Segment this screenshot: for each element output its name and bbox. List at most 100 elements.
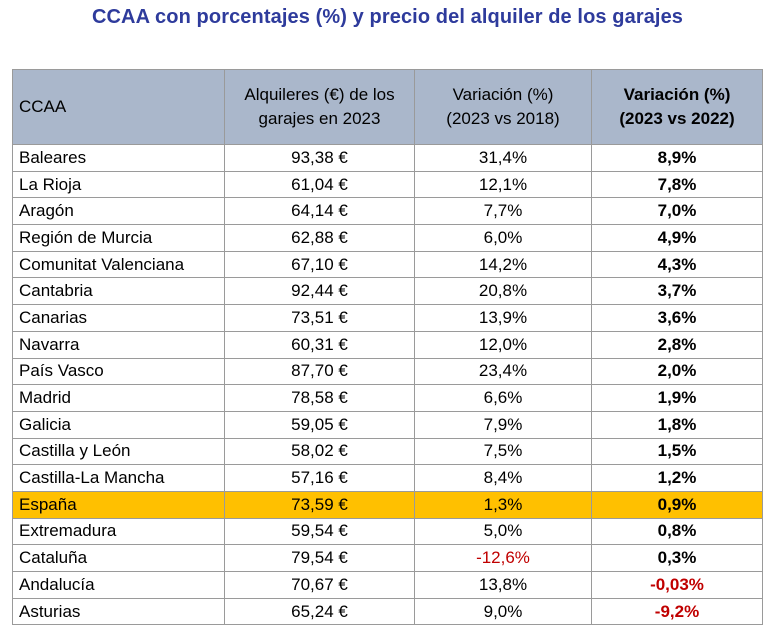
table-row: Madrid 78,58 €6,6% 1,9%	[12, 384, 763, 412]
table-row: Baleares 93,38 €31,4% 8,9%	[12, 144, 763, 172]
table-row: Castilla-La Mancha 57,16 €8,4% 1,2%	[12, 464, 763, 492]
cell-alquiler: 73,59 €	[224, 490, 415, 519]
cell-variacion-2018: 7,9%	[414, 410, 592, 439]
cell-ccaa: Cataluña	[12, 544, 225, 572]
cell-variacion-2022: -9,2%	[591, 597, 763, 626]
cell-alquiler: 79,54 €	[224, 544, 415, 572]
cell-ccaa: Baleares	[12, 144, 225, 172]
cell-variacion-2018: 14,2%	[414, 250, 592, 279]
cell-variacion-2022: 2,0%	[591, 357, 763, 386]
cell-variacion-2018: 1,3%	[414, 490, 592, 519]
cell-variacion-2022: 0,3%	[591, 544, 763, 572]
table-row: Canarias 73,51 €13,9% 3,6%	[12, 304, 763, 332]
cell-variacion-2022: 3,6%	[591, 304, 763, 332]
cell-variacion-2022: 7,0%	[591, 197, 763, 226]
cell-variacion-2018: 13,8%	[414, 571, 592, 599]
cell-alquiler: 93,38 €	[224, 144, 415, 172]
table-row: Cantabria 92,44 €20,8% 3,7%	[12, 277, 763, 306]
table-row: Región de Murcia 62,88 €6,0% 4,9%	[12, 224, 763, 252]
cell-ccaa: Región de Murcia	[12, 224, 225, 252]
cell-ccaa: Comunitat Valenciana	[12, 250, 225, 279]
cell-alquiler: 67,10 €	[224, 250, 415, 279]
cell-variacion-2018: 8,4%	[414, 464, 592, 492]
table-row: Comunitat Valenciana 67,10 €14,2% 4,3%	[12, 250, 763, 279]
cell-ccaa: La Rioja	[12, 170, 225, 199]
header-alquileres-line-2: garajes en 2023	[258, 109, 381, 128]
cell-variacion-2022: 2,8%	[591, 330, 763, 359]
header-variacion-2018: Variación (%) (2023 vs 2018)	[414, 69, 592, 145]
cell-variacion-2022: 8,9%	[591, 144, 763, 172]
header-alquileres: Alquileres (€) de los garajes en 2023	[224, 69, 415, 145]
cell-variacion-2022: 1,5%	[591, 437, 763, 466]
cell-variacion-2018: 12,0%	[414, 330, 592, 359]
table-row: Aragón 64,14 €7,7% 7,0%	[12, 197, 763, 226]
table-header-row: CCAA Alquileres (€) de los garajes en 20…	[12, 69, 763, 145]
header-variacion-2022: Variación (%) (2023 vs 2022)	[591, 69, 763, 145]
cell-ccaa: Castilla y León	[12, 437, 225, 466]
cell-alquiler: 64,14 €	[224, 197, 415, 226]
cell-alquiler: 78,58 €	[224, 384, 415, 412]
header-variacion-2022-line-2: (2023 vs 2022)	[619, 109, 735, 128]
cell-alquiler: 58,02 €	[224, 437, 415, 466]
table-row: Galicia 59,05 €7,9% 1,8%	[12, 410, 763, 439]
table-row: La Rioja 61,04 €12,1% 7,8%	[12, 170, 763, 199]
cell-variacion-2018: 31,4%	[414, 144, 592, 172]
cell-ccaa: Andalucía	[12, 571, 225, 599]
cell-variacion-2018: -12,6%	[414, 544, 592, 572]
cell-alquiler: 87,70 €	[224, 357, 415, 386]
cell-variacion-2018: 7,5%	[414, 437, 592, 466]
cell-alquiler: 62,88 €	[224, 224, 415, 252]
cell-ccaa: Cantabria	[12, 277, 225, 306]
table-row: España 73,59 €1,3% 0,9%	[12, 490, 763, 519]
cell-alquiler: 65,24 €	[224, 597, 415, 626]
cell-variacion-2022: 3,7%	[591, 277, 763, 306]
table-row: País Vasco 87,70 €23,4% 2,0%	[12, 357, 763, 386]
cell-variacion-2022: 1,9%	[591, 384, 763, 412]
cell-alquiler: 73,51 €	[224, 304, 415, 332]
cell-ccaa: País Vasco	[12, 357, 225, 386]
cell-variacion-2022: 4,3%	[591, 250, 763, 279]
page-title: CCAA con porcentajes (%) y precio del al…	[91, 6, 684, 28]
cell-ccaa: Madrid	[12, 384, 225, 412]
cell-variacion-2018: 23,4%	[414, 357, 592, 386]
cell-alquiler: 70,67 €	[224, 571, 415, 599]
cell-alquiler: 61,04 €	[224, 170, 415, 199]
cell-ccaa: Asturias	[12, 597, 225, 626]
cell-variacion-2022: 1,8%	[591, 410, 763, 439]
cell-ccaa: Galicia	[12, 410, 225, 439]
cell-variacion-2018: 5,0%	[414, 517, 592, 546]
cell-ccaa: Canarias	[12, 304, 225, 332]
cell-alquiler: 59,54 €	[224, 517, 415, 546]
cell-variacion-2018: 20,8%	[414, 277, 592, 306]
cell-alquiler: 60,31 €	[224, 330, 415, 359]
cell-variacion-2018: 9,0%	[414, 597, 592, 626]
cell-alquiler: 92,44 €	[224, 277, 415, 306]
cell-ccaa: Navarra	[12, 330, 225, 359]
cell-variacion-2022: 1,2%	[591, 464, 763, 492]
cell-ccaa: Aragón	[12, 197, 225, 226]
table-row: Cataluña 79,54 € -12,6% 0,3%	[12, 544, 763, 572]
cell-variacion-2022: 0,9%	[591, 490, 763, 519]
cell-ccaa: España	[12, 490, 225, 519]
table-body: Baleares 93,38 €31,4% 8,9% La Rioja 61,04 €1…	[12, 144, 763, 626]
table-row: Castilla y León 58,02 €7,5% 1,5%	[12, 437, 763, 466]
table-row: Navarra 60,31 €12,0% 2,8%	[12, 330, 763, 359]
header-variacion-2022-line-1: Variación (%)	[623, 85, 731, 104]
cell-alquiler: 59,05 €	[224, 410, 415, 439]
cell-variacion-2018: 12,1%	[414, 170, 592, 199]
cell-ccaa: Castilla-La Mancha	[12, 464, 225, 492]
cell-variacion-2018: 13,9%	[414, 304, 592, 332]
header-ccaa: CCAA	[12, 69, 225, 145]
rental-prices-table: CCAA Alquileres (€) de los garajes en 20…	[12, 69, 763, 626]
cell-alquiler: 57,16 €	[224, 464, 415, 492]
cell-variacion-2018: 6,6%	[414, 384, 592, 412]
table-row: Extremadura 59,54 €5,0% 0,8%	[12, 517, 763, 546]
header-variacion-2018-line-1: Variación (%)	[452, 85, 554, 104]
cell-variacion-2022: 7,8%	[591, 170, 763, 199]
cell-variacion-2022: -0,03%	[591, 571, 763, 599]
cell-variacion-2018: 6,0%	[414, 224, 592, 252]
table-row: Andalucía 70,67 €13,8% -0,03%	[12, 571, 763, 599]
header-variacion-2018-line-2: (2023 vs 2018)	[446, 109, 560, 128]
cell-ccaa: Extremadura	[12, 517, 225, 546]
cell-variacion-2022: 4,9%	[591, 224, 763, 252]
